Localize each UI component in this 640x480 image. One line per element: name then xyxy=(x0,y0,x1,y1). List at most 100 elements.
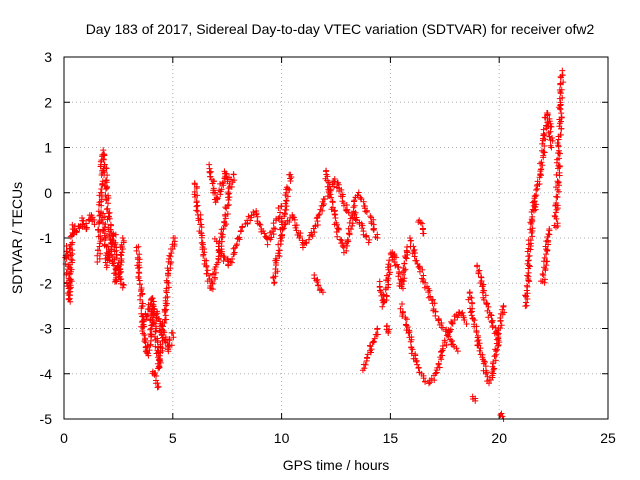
data-point xyxy=(448,320,455,327)
data-point xyxy=(105,243,112,250)
data-point xyxy=(495,335,502,342)
data-point xyxy=(101,171,108,178)
data-point xyxy=(471,317,478,324)
data-point xyxy=(486,377,493,384)
data-point xyxy=(104,256,111,263)
data-point xyxy=(556,169,563,176)
data-point xyxy=(319,207,326,214)
data-point xyxy=(221,222,228,229)
data-point xyxy=(283,203,290,210)
data-point xyxy=(374,325,381,332)
data-point xyxy=(362,361,369,368)
data-point xyxy=(537,160,544,167)
data-point xyxy=(274,268,281,275)
data-point xyxy=(103,184,110,191)
data-point xyxy=(115,259,122,266)
y-tick-label: -5 xyxy=(40,411,53,427)
data-point xyxy=(364,351,371,358)
data-point xyxy=(448,318,455,325)
data-point xyxy=(171,235,178,241)
data-point xyxy=(104,262,111,269)
data-point xyxy=(422,378,429,385)
data-point xyxy=(370,338,377,345)
data-point xyxy=(97,211,104,218)
data-point xyxy=(150,319,157,326)
data-point xyxy=(278,215,285,222)
data-point xyxy=(283,197,290,204)
data-point xyxy=(155,365,162,372)
data-point xyxy=(213,195,220,202)
data-point xyxy=(79,214,86,221)
data-point xyxy=(365,239,372,246)
data-point xyxy=(269,228,276,235)
data-point xyxy=(83,220,90,227)
data-point xyxy=(137,281,144,288)
data-point xyxy=(105,200,112,207)
data-point xyxy=(529,233,536,240)
data-point xyxy=(155,383,162,390)
data-point xyxy=(143,316,150,323)
data-point xyxy=(152,328,159,335)
data-point xyxy=(499,413,506,420)
data-point xyxy=(411,253,418,260)
data-point xyxy=(133,247,140,254)
data-point xyxy=(89,218,96,225)
data-point xyxy=(271,280,278,287)
data-point xyxy=(435,316,442,323)
data-point xyxy=(546,133,553,140)
data-point xyxy=(363,209,370,216)
data-point xyxy=(432,312,439,319)
data-point xyxy=(539,270,546,277)
data-point xyxy=(333,221,340,228)
data-point xyxy=(417,219,424,226)
data-point xyxy=(150,305,157,312)
data-point xyxy=(341,202,348,209)
data-point xyxy=(425,294,432,301)
data-point xyxy=(544,237,551,244)
data-point xyxy=(162,307,169,314)
data-point xyxy=(524,272,531,279)
x-tick-label: 20 xyxy=(491,430,507,446)
data-point xyxy=(383,292,390,299)
data-point xyxy=(400,264,407,271)
data-point xyxy=(164,346,171,353)
data-point xyxy=(529,213,536,220)
data-point xyxy=(141,338,148,345)
data-point xyxy=(73,229,80,236)
data-point xyxy=(556,155,563,162)
data-point xyxy=(534,178,541,185)
data-point xyxy=(69,257,76,264)
data-point xyxy=(283,184,290,191)
data-point xyxy=(389,249,396,256)
data-point xyxy=(427,293,434,300)
data-point xyxy=(481,296,488,303)
data-point xyxy=(545,230,552,237)
tick-labels: 0 5 10 15 20 25 -5 -4 -3 -2 -1 0 1 2 3 xyxy=(40,49,616,446)
data-point xyxy=(419,220,426,227)
data-point xyxy=(420,230,427,237)
data-point xyxy=(210,270,217,277)
data-point xyxy=(105,248,112,255)
data-point xyxy=(468,299,475,306)
data-point xyxy=(332,215,339,222)
data-point xyxy=(432,370,439,377)
y-tick-label: 3 xyxy=(44,49,52,65)
data-point xyxy=(399,301,406,308)
data-point xyxy=(554,220,561,227)
data-point xyxy=(80,217,87,224)
data-point xyxy=(343,247,350,254)
data-point xyxy=(103,206,110,213)
data-point xyxy=(164,300,171,307)
data-point xyxy=(293,222,300,229)
data-point xyxy=(351,211,358,218)
data-point xyxy=(203,263,210,270)
data-point xyxy=(146,306,153,313)
data-point xyxy=(66,245,73,252)
data-point xyxy=(489,322,496,329)
data-point xyxy=(488,318,495,325)
data-point xyxy=(138,285,145,292)
data-point xyxy=(444,331,451,338)
data-point xyxy=(324,183,331,190)
data-point xyxy=(414,361,421,368)
